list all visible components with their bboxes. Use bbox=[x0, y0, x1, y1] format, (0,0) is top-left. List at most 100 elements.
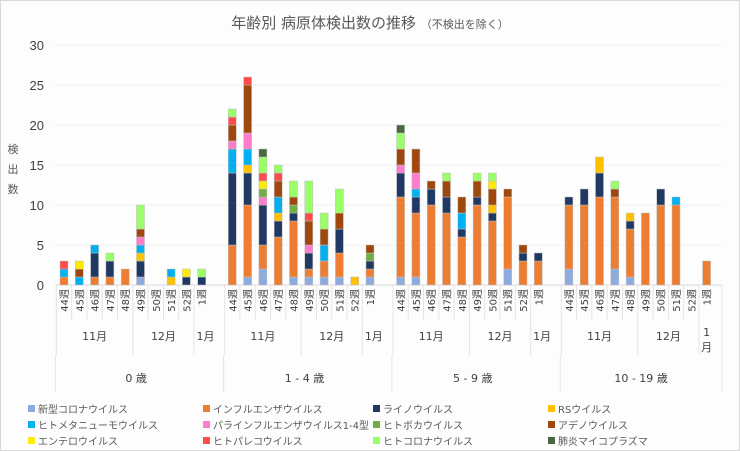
bar-segment bbox=[411, 196, 421, 214]
bar-segment bbox=[319, 276, 329, 286]
bar-segment bbox=[579, 188, 589, 206]
x-week-label: 45週 bbox=[74, 289, 86, 312]
legend-swatch bbox=[548, 405, 555, 412]
x-week-label: 49週 bbox=[640, 289, 652, 312]
x-group-label: 0 歳 bbox=[125, 372, 147, 385]
bar-segment bbox=[105, 276, 115, 286]
bar-segment bbox=[228, 244, 237, 286]
bar-segment bbox=[488, 220, 497, 286]
bar-segment bbox=[518, 244, 528, 254]
x-week-label: 50週 bbox=[151, 289, 163, 312]
bar-segment bbox=[411, 188, 421, 198]
bar-segment bbox=[243, 76, 252, 86]
bar-segment bbox=[350, 276, 359, 286]
bar-segment bbox=[457, 236, 467, 286]
x-week-label: 52週 bbox=[350, 289, 362, 312]
bar-segment bbox=[610, 196, 620, 270]
bar-segment bbox=[105, 260, 115, 278]
bar-segment bbox=[120, 268, 130, 286]
bar-segment bbox=[396, 124, 405, 134]
bar-segment bbox=[411, 148, 421, 174]
bar-segment bbox=[258, 188, 268, 198]
legend-swatch bbox=[373, 437, 380, 444]
x-week-label: 44週 bbox=[227, 289, 239, 312]
bar-segment bbox=[319, 212, 329, 230]
bar-segment bbox=[273, 172, 283, 182]
bar-segment bbox=[610, 180, 620, 190]
bar-segment bbox=[579, 204, 589, 286]
legend-label: ヒトパレコウイルス bbox=[213, 437, 303, 448]
bar-segment bbox=[258, 204, 268, 246]
legend-swatch bbox=[373, 405, 380, 412]
bar-segment bbox=[488, 172, 497, 182]
x-week-label: 46週 bbox=[90, 289, 102, 312]
bar-segment bbox=[641, 212, 650, 286]
x-week-label: 48週 bbox=[120, 289, 132, 312]
bar-segment bbox=[243, 204, 252, 278]
bar-segment bbox=[335, 276, 344, 286]
bar-segment bbox=[166, 268, 176, 278]
x-week-label: 45週 bbox=[243, 289, 255, 312]
bar-segment bbox=[289, 276, 298, 286]
y-tick-label: 5 bbox=[37, 238, 44, 253]
y-tick-label: 15 bbox=[30, 158, 44, 173]
bar-segment bbox=[656, 204, 665, 286]
bar-segment bbox=[595, 172, 604, 198]
bar-segment bbox=[243, 276, 252, 286]
bar-segment bbox=[365, 260, 375, 270]
bar-segment bbox=[335, 228, 344, 254]
legend-item: ヒトボカウイルス bbox=[373, 417, 463, 432]
y-axis-label-char: 数 bbox=[7, 183, 19, 196]
x-week-label: 51週 bbox=[166, 289, 178, 312]
x-week-label: 48週 bbox=[289, 289, 301, 312]
x-week-label: 52週 bbox=[686, 289, 698, 312]
x-week-label: 1週 bbox=[702, 289, 714, 305]
bar-segment bbox=[304, 252, 314, 270]
y-tick-label: 30 bbox=[30, 38, 44, 53]
legend-swatch bbox=[203, 405, 210, 412]
bar-segment bbox=[228, 124, 237, 142]
x-week-label: 52週 bbox=[181, 289, 193, 312]
bar-segment bbox=[610, 268, 620, 286]
bar-segment bbox=[243, 84, 252, 134]
bar-segment bbox=[625, 276, 635, 286]
bar-segment bbox=[595, 196, 604, 286]
legend-swatch bbox=[548, 421, 555, 428]
legend-label: ヒトボカウイルス bbox=[383, 421, 463, 432]
bar-segment bbox=[365, 276, 375, 286]
bar-segment bbox=[365, 268, 375, 278]
bar-segment bbox=[289, 220, 298, 278]
bar-segment bbox=[258, 148, 268, 158]
legend-label: エンテロウイルス bbox=[38, 437, 118, 448]
legend-item: RSウイルス bbox=[548, 401, 611, 416]
x-group-label: 10 - 19 歳 bbox=[614, 372, 667, 385]
bar-segment bbox=[75, 276, 84, 286]
bar-segment bbox=[228, 148, 237, 174]
bar-segment bbox=[411, 276, 421, 286]
legend-item: ヒトコロナウイルス bbox=[373, 433, 473, 448]
legend-item: 新型コロナウイルス bbox=[28, 401, 128, 416]
bar-segment bbox=[518, 252, 528, 262]
bar-segment bbox=[503, 196, 512, 270]
x-month-label: 12月 bbox=[319, 330, 344, 343]
x-week-label: 47週 bbox=[610, 289, 622, 312]
bar-segment bbox=[258, 180, 268, 190]
bar-segment bbox=[564, 204, 574, 270]
bar-segment bbox=[702, 260, 711, 286]
chart-title-main: 年齢別 病原体検出数の推移 bbox=[231, 14, 416, 32]
bar-segment bbox=[472, 172, 482, 182]
bar-segment bbox=[258, 268, 268, 286]
bar-segment bbox=[472, 204, 482, 286]
bar-segment bbox=[289, 204, 298, 214]
bar-segment bbox=[457, 212, 467, 230]
bar-segment bbox=[228, 116, 237, 126]
bar-segment bbox=[90, 252, 99, 278]
bar-segment bbox=[671, 196, 681, 206]
legend-swatch bbox=[28, 405, 35, 412]
bar-segment bbox=[59, 260, 69, 270]
x-month-label: 12月 bbox=[488, 330, 513, 343]
legend-item: エンテロウイルス bbox=[28, 433, 118, 448]
legend-item: インフルエンザウイルス bbox=[203, 401, 323, 416]
x-week-label: 49週 bbox=[304, 289, 316, 312]
x-month-label: 1月 bbox=[365, 330, 383, 343]
